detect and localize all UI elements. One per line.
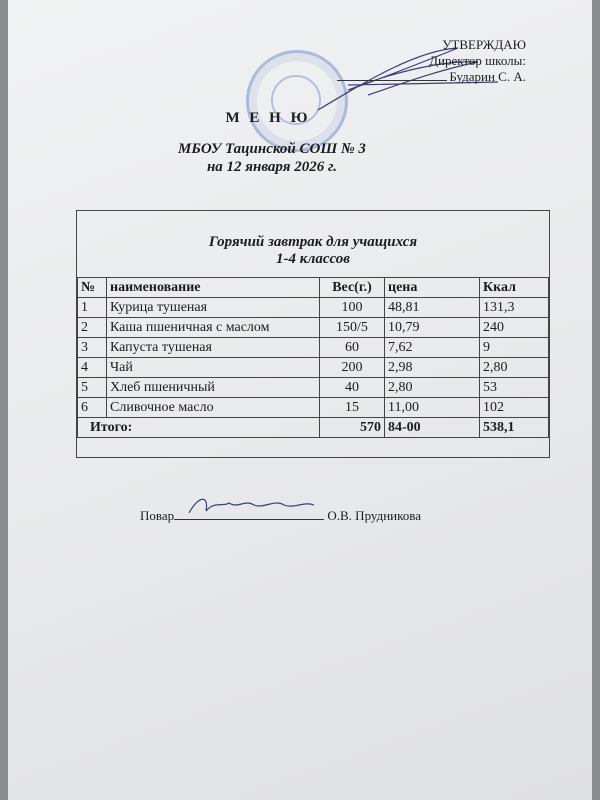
total-weight: 570 (319, 417, 385, 438)
approval-heading: УТВЕРЖДАЮ (442, 37, 526, 52)
item-price: 11,00 (384, 397, 480, 418)
table-header: № наименование Вес(г.) цена Ккал (77, 277, 549, 298)
item-price: 2,80 (384, 377, 480, 398)
item-kcal: 102 (479, 397, 549, 418)
total-row: Итого: 570 84-00 538,1 (77, 417, 549, 438)
menu-box: Горячий завтрак для учащихся 1-4 классов… (76, 210, 550, 458)
item-kcal: 9 (479, 337, 549, 358)
approval-block: УТВЕРЖДАЮ Директор школы: Бударин С. А. (337, 37, 526, 85)
col-weight: Вес(г.) (319, 277, 385, 298)
item-weight: 40 (319, 377, 385, 398)
item-name: Чай (106, 357, 320, 378)
document-page: УТВЕРЖДАЮ Директор школы: Бударин С. А. … (8, 0, 592, 800)
cook-signature-line: Повар О.В. Прудникова (140, 498, 422, 524)
item-number: 2 (77, 317, 107, 338)
item-name: Капуста тушеная (106, 337, 320, 358)
table-row: 4 Чай 200 2,98 2,80 (77, 357, 549, 378)
item-number: 6 (77, 397, 107, 418)
col-price: цена (384, 277, 480, 298)
menu-table: № наименование Вес(г.) цена Ккал 1 Курица… (77, 277, 549, 438)
col-kcal: Ккал (479, 277, 549, 298)
cook-label: Повар (140, 508, 175, 523)
item-name: Сливочное масло (106, 397, 320, 418)
cook-signature (188, 498, 315, 514)
school-stamp (246, 50, 348, 152)
total-label: Итого: (77, 417, 320, 438)
item-number: 1 (77, 297, 107, 318)
school-name: МБОУ Тацинской СОШ № 3 (178, 141, 366, 157)
item-price: 10,79 (384, 317, 480, 338)
col-number: № (77, 277, 107, 298)
table-row: 5 Хлеб пшеничный 40 2,80 53 (77, 377, 549, 398)
item-price: 7,62 (384, 337, 480, 358)
table-row: 3 Капуста тушеная 60 7,62 9 (77, 337, 549, 358)
item-name: Курица тушеная (106, 297, 320, 318)
item-price: 48,81 (384, 297, 480, 318)
item-price: 2,98 (384, 357, 480, 378)
item-number: 5 (77, 377, 107, 398)
item-kcal: 240 (479, 317, 549, 338)
item-weight: 200 (319, 357, 385, 378)
caption-line-1: Горячий завтрак для учащихся (208, 234, 418, 250)
item-number: 4 (77, 357, 107, 378)
item-weight: 100 (319, 297, 385, 318)
approval-position: Директор школы: (429, 53, 526, 68)
item-kcal: 131,3 (479, 297, 549, 318)
table-row: 1 Курица тушеная 100 48,81 131,3 (77, 297, 549, 318)
item-weight: 150/5 (319, 317, 385, 338)
table-row: 6 Сливочное масло 15 11,00 102 (77, 397, 549, 418)
item-kcal: 53 (479, 377, 549, 398)
item-name: Каша пшеничная с маслом (106, 317, 320, 338)
approval-name: Бударин С. А. (449, 69, 526, 84)
col-name: наименование (106, 277, 320, 298)
item-kcal: 2,80 (479, 357, 549, 378)
item-weight: 60 (319, 337, 385, 358)
menu-caption: Горячий завтрак для учащихся 1-4 классов (77, 234, 549, 268)
total-kcal: 538,1 (479, 417, 549, 438)
page-title: М Е Н Ю (225, 110, 311, 126)
school-heading: МБОУ Тацинской СОШ № 3 на 12 января 2026… (0, 140, 572, 176)
item-weight: 15 (319, 397, 385, 418)
cook-name: О.В. Прудникова (327, 508, 422, 523)
director-signature (317, 47, 499, 111)
menu-date: на 12 января 2026 г. (206, 159, 338, 175)
caption-line-2: 1-4 классов (276, 251, 350, 267)
item-number: 3 (77, 337, 107, 358)
item-name: Хлеб пшеничный (106, 377, 320, 398)
table-row: 2 Каша пшеничная с маслом 150/5 10,79 240 (77, 317, 549, 338)
total-price: 84-00 (384, 417, 480, 438)
